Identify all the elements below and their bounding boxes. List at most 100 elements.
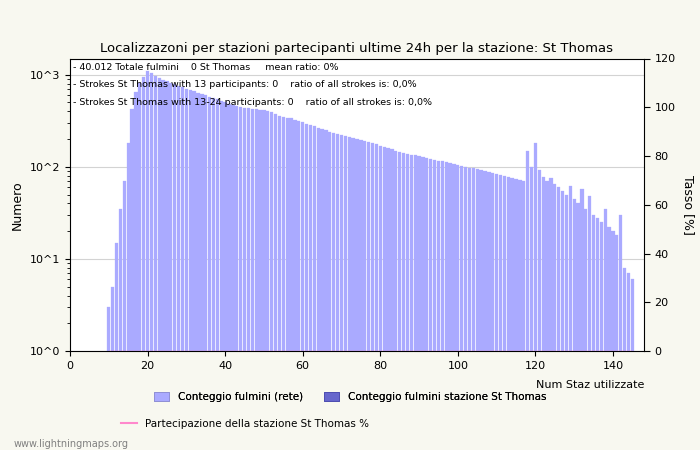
Bar [584,209,587,450]
Bar [553,184,556,450]
Legend: Partecipazione della stazione St Thomas %: Partecipazione della stazione St Thomas … [117,415,373,433]
Bar [510,178,514,450]
Bar [158,78,161,450]
Bar [518,180,522,450]
Bar [371,143,374,450]
Bar [328,132,332,450]
Bar [538,170,541,450]
Bar [247,108,250,450]
Bar [188,90,192,450]
Bar [382,147,386,450]
Bar [414,155,416,450]
Bar [499,175,502,450]
Bar [468,167,471,450]
Bar [460,166,463,450]
Bar [437,161,440,450]
Bar [394,151,398,450]
Bar [626,273,630,450]
Bar [204,95,207,450]
Bar [165,81,169,450]
Bar [534,143,537,450]
Bar [134,92,138,450]
Bar [545,181,549,450]
Text: - 40.012 Totale fulmini    0 St Thomas     mean ratio: 0%: - 40.012 Totale fulmini 0 St Thomas mean… [73,63,338,72]
Bar [507,177,510,450]
Bar [480,170,483,450]
Bar [611,231,615,450]
Bar [321,129,323,450]
Bar [530,167,533,450]
Bar [305,124,308,450]
Bar [119,209,122,450]
Bar [239,107,242,450]
Bar [580,189,584,450]
Bar [278,116,281,450]
Bar [216,99,219,450]
Bar [363,141,366,450]
Bar [452,164,456,450]
Bar [429,159,433,450]
Bar [592,215,595,450]
Bar [557,187,560,450]
Bar [391,149,393,450]
Bar [316,128,320,450]
Bar [421,157,425,450]
Bar [464,167,467,450]
Text: - Strokes St Thomas with 13-24 participants: 0    ratio of all strokes is: 0,0%: - Strokes St Thomas with 13-24 participa… [73,98,432,107]
Bar [298,121,300,450]
Bar [309,125,312,450]
Bar [262,110,265,450]
Bar [386,148,390,450]
Bar [127,143,130,450]
Bar [336,135,340,450]
Bar [251,109,254,450]
Bar [193,91,196,450]
Bar [565,194,568,450]
Legend: Conteggio fulmini (rete), Conteggio fulmini stazione St Thomas: Conteggio fulmini (rete), Conteggio fulm… [150,388,550,406]
Bar [142,77,146,450]
Bar [561,191,564,450]
Bar [600,222,603,450]
Bar [181,87,184,450]
Bar [472,168,475,450]
Bar [281,117,285,450]
Bar [274,114,277,450]
Bar [177,86,180,450]
Bar [324,130,328,450]
Bar [289,118,293,450]
Bar [433,159,436,450]
Bar [130,109,134,450]
Bar [374,144,378,450]
Bar [619,215,622,450]
Bar [258,110,262,450]
Bar [228,104,231,450]
Bar [115,243,118,450]
Bar [402,153,405,450]
Bar [596,218,599,450]
Bar [603,209,607,450]
Bar [301,122,304,450]
Bar [293,120,297,450]
Bar [356,139,358,450]
Bar [615,235,619,450]
Bar [425,158,428,450]
Bar [150,73,153,450]
Bar [107,307,111,450]
Bar [243,108,246,450]
Bar [235,106,239,450]
Bar [526,151,529,450]
Title: Localizzazoni per stazioni partecipanti ultime 24h per la stazione: St Thomas: Localizzazoni per stazioni partecipanti … [101,41,613,54]
Bar [367,142,370,450]
Bar [542,177,545,450]
Bar [495,174,498,450]
Y-axis label: Tasso [%]: Tasso [%] [682,175,695,235]
Bar [608,227,610,450]
Bar [286,118,289,450]
Bar [185,89,188,450]
Bar [270,112,273,450]
Bar [588,196,592,450]
Bar [122,181,126,450]
Bar [398,152,401,450]
Bar [169,83,172,450]
Bar [568,186,572,450]
